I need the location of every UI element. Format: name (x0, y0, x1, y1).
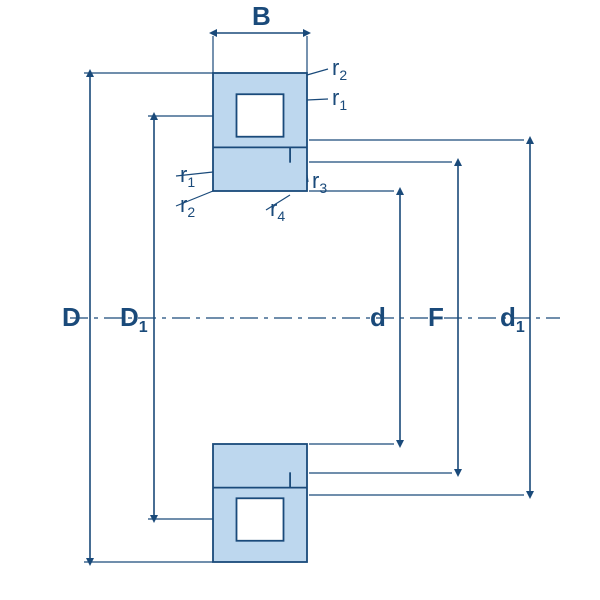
label-r4: r4 (270, 196, 285, 224)
bearing-diagram: BDD1dFd1r2r1r1r2r3r4 (0, 0, 600, 600)
label-r3: r3 (312, 168, 327, 196)
label-D: D (62, 302, 81, 332)
label-r2_top: r2 (332, 55, 347, 83)
bearing-bottom (178, 444, 426, 562)
label-r2_left: r2 (180, 192, 195, 220)
label-r1_left: r1 (180, 162, 195, 190)
label-d1: d1 (500, 302, 525, 336)
label-D1: D1 (120, 302, 148, 336)
label-d: d (370, 302, 386, 332)
bearing-top (178, 73, 426, 191)
label-F: F (428, 302, 444, 332)
roller-pocket (237, 94, 284, 136)
drawing-group: BDD1dFd1r2r1r1r2r3r4 (62, 1, 560, 562)
leader-r1_top (307, 99, 328, 100)
label-B: B (252, 1, 271, 31)
